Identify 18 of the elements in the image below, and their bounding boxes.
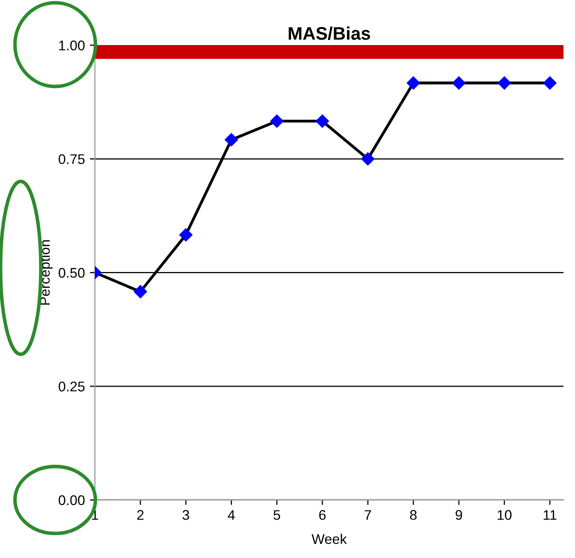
x-tick-label: 5 [274,510,280,520]
x-tick-label: 4 [228,510,235,520]
x-tick-label: 6 [319,510,326,520]
x-tick-label: 10 [498,510,512,520]
y-tick-label: 0.75 [58,154,85,164]
x-tick-label: 8 [410,510,417,520]
x-tick-label: 7 [364,510,372,520]
chart-title: MAS/Bias [288,26,370,40]
y-tick-label: 0.25 [58,382,85,392]
y-tick-label: 1.00 [59,40,85,50]
x-tick-label: 3 [182,510,190,520]
x-axis-title: Week [312,534,347,544]
y-tick-label: 0.50 [58,268,85,278]
y-tick-label: 0.00 [58,495,85,506]
x-tick-label: 2 [137,510,144,520]
x-tick-label: 9 [456,510,462,520]
y-axis-title: Perception [40,240,53,305]
x-tick-label: 11 [544,510,556,520]
